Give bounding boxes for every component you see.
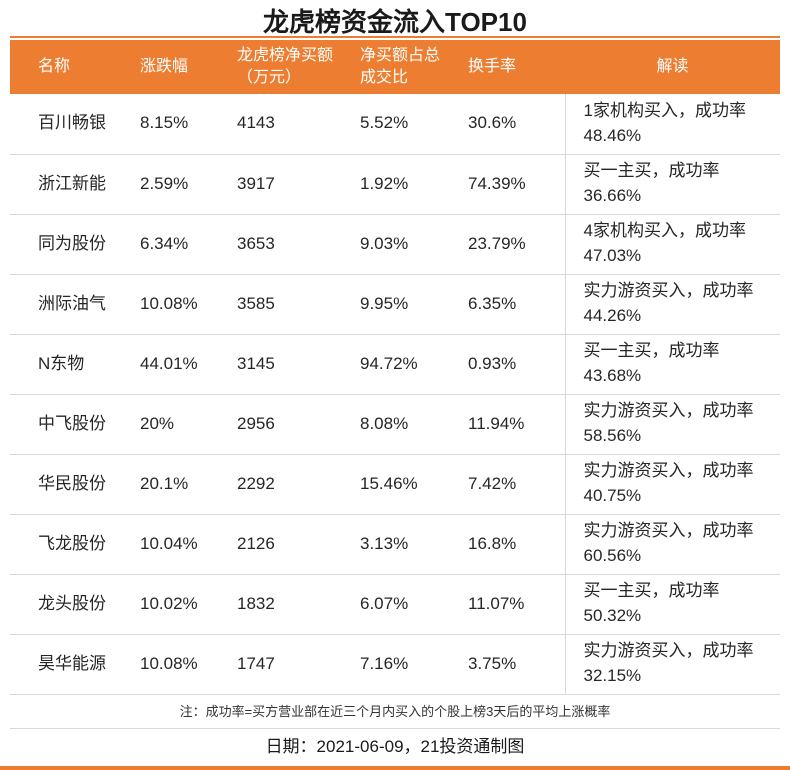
top10-table: 名称 涨跌幅 龙虎榜净买额（万元） 净买额占总成交比 换手率 解读 百川畅银 8.15% 41… (10, 40, 780, 695)
footnote: 注：成功率=买方营业部在近三个月内买入的个股上榜3天后的平均上涨概率 (10, 695, 780, 729)
cell-change-pct: 20.1% (130, 454, 227, 515)
cell-net-buy-amount: 4143 (227, 94, 350, 155)
cell-net-buy-ratio: 94.72% (350, 334, 458, 395)
cell-net-buy-ratio: 1.92% (350, 154, 458, 215)
cell-net-buy-ratio: 7.16% (350, 634, 458, 695)
cell-net-buy-ratio: 9.03% (350, 214, 458, 275)
cell-interpretation: 实力游资买入，成功率58.56% (564, 394, 780, 455)
table-row: 昊华能源 10.08% 1747 7.16% 3.75% 实力游资买入，成功率32.15% (10, 634, 780, 695)
cell-name: 飞龙股份 (10, 514, 130, 575)
cell-net-buy-ratio: 6.07% (350, 574, 458, 635)
cell-name: 龙头股份 (10, 574, 130, 635)
cell-interpretation: 实力游资买入，成功率40.75% (564, 454, 780, 515)
cell-net-buy-amount: 2956 (227, 394, 350, 455)
cell-net-buy-ratio: 15.46% (350, 454, 458, 515)
cell-name: 洲际油气 (10, 274, 130, 335)
cell-net-buy-ratio: 5.52% (350, 94, 458, 155)
cell-change-pct: 20% (130, 394, 227, 455)
cell-change-pct: 44.01% (130, 334, 227, 395)
cell-turnover-rate: 11.94% (458, 394, 565, 455)
cell-name: 昊华能源 (10, 634, 130, 695)
table-header-row: 名称 涨跌幅 龙虎榜净买额（万元） 净买额占总成交比 换手率 解读 (10, 40, 780, 94)
cell-interpretation: 4家机构买入，成功率47.03% (564, 214, 780, 275)
cell-name: 华民股份 (10, 454, 130, 515)
table-row: 浙江新能 2.59% 3917 1.92% 74.39% 买一主买，成功率36.66% (10, 154, 780, 215)
cell-net-buy-amount: 2126 (227, 514, 350, 575)
table-row: 同为股份 6.34% 3653 9.03% 23.79% 4家机构买入，成功率47.03% (10, 214, 780, 275)
bottom-divider (0, 766, 790, 770)
cell-interpretation: 1家机构买入，成功率48.46% (564, 94, 780, 155)
table-header: 名称 涨跌幅 龙虎榜净买额（万元） 净买额占总成交比 换手率 解读 (10, 40, 780, 94)
cell-interpretation: 买一主买，成功率43.68% (564, 334, 780, 395)
table-row: 飞龙股份 10.04% 2126 3.13% 16.8% 实力游资买入，成功率60.56% (10, 514, 780, 575)
cell-net-buy-amount: 2292 (227, 454, 350, 515)
column-header-change-pct: 涨跌幅 (130, 40, 227, 94)
cell-change-pct: 2.59% (130, 154, 227, 215)
cell-net-buy-amount: 3145 (227, 334, 350, 395)
cell-name: N东物 (10, 334, 130, 395)
cell-turnover-rate: 23.79% (458, 214, 565, 275)
title-divider (10, 36, 780, 38)
column-header-net-buy-amount: 龙虎榜净买额（万元） (227, 40, 350, 94)
cell-turnover-rate: 3.75% (458, 634, 565, 695)
cell-turnover-rate: 16.8% (458, 514, 565, 575)
cell-net-buy-amount: 3917 (227, 154, 350, 215)
cell-turnover-rate: 0.93% (458, 334, 565, 395)
table-body: 百川畅银 8.15% 4143 5.52% 30.6% 1家机构买入，成功率48.46% 浙… (10, 94, 780, 695)
table-row: 华民股份 20.1% 2292 15.46% 7.42% 实力游资买入，成功率40.75% (10, 454, 780, 515)
cell-change-pct: 10.02% (130, 574, 227, 635)
cell-net-buy-ratio: 8.08% (350, 394, 458, 455)
cell-interpretation: 实力游资买入，成功率32.15% (564, 634, 780, 695)
cell-turnover-rate: 30.6% (458, 94, 565, 155)
cell-turnover-rate: 6.35% (458, 274, 565, 335)
cell-interpretation: 买一主买，成功率36.66% (564, 154, 780, 215)
page-title: 龙虎榜资金流入TOP10 (263, 7, 527, 37)
column-header-interpretation: 解读 (565, 40, 780, 94)
cell-change-pct: 10.04% (130, 514, 227, 575)
table-row: 中飞股份 20% 2956 8.08% 11.94% 实力游资买入，成功率58.56% (10, 394, 780, 455)
cell-net-buy-ratio: 9.95% (350, 274, 458, 335)
column-header-net-buy-ratio: 净买额占总成交比 (350, 40, 458, 94)
column-header-turnover-rate: 换手率 (458, 40, 565, 94)
cell-interpretation: 实力游资买入，成功率60.56% (564, 514, 780, 575)
table-row: N东物 44.01% 3145 94.72% 0.93% 买一主买，成功率43.68% (10, 334, 780, 395)
date-credit-line: 日期：2021-06-09，21投资通制图 (265, 736, 525, 756)
table-row: 洲际油气 10.08% 3585 9.95% 6.35% 实力游资买入，成功率44.26% (10, 274, 780, 335)
cell-net-buy-amount: 1747 (227, 634, 350, 695)
cell-name: 浙江新能 (10, 154, 130, 215)
cell-name: 同为股份 (10, 214, 130, 275)
cell-turnover-rate: 74.39% (458, 154, 565, 215)
column-header-name: 名称 (10, 40, 130, 94)
cell-interpretation: 买一主买，成功率50.32% (564, 574, 780, 635)
cell-name: 百川畅银 (10, 94, 130, 155)
cell-change-pct: 6.34% (130, 214, 227, 275)
cell-turnover-rate: 11.07% (458, 574, 565, 635)
cell-name: 中飞股份 (10, 394, 130, 455)
cell-net-buy-amount: 3653 (227, 214, 350, 275)
table-row: 龙头股份 10.02% 1832 6.07% 11.07% 买一主买，成功率50.32% (10, 574, 780, 635)
cell-net-buy-amount: 3585 (227, 274, 350, 335)
cell-net-buy-ratio: 3.13% (350, 514, 458, 575)
cell-change-pct: 8.15% (130, 94, 227, 155)
cell-net-buy-amount: 1832 (227, 574, 350, 635)
cell-turnover-rate: 7.42% (458, 454, 565, 515)
table-row: 百川畅银 8.15% 4143 5.52% 30.6% 1家机构买入，成功率48.46% (10, 94, 780, 155)
cell-change-pct: 10.08% (130, 634, 227, 695)
cell-change-pct: 10.08% (130, 274, 227, 335)
cell-interpretation: 实力游资买入，成功率44.26% (564, 274, 780, 335)
